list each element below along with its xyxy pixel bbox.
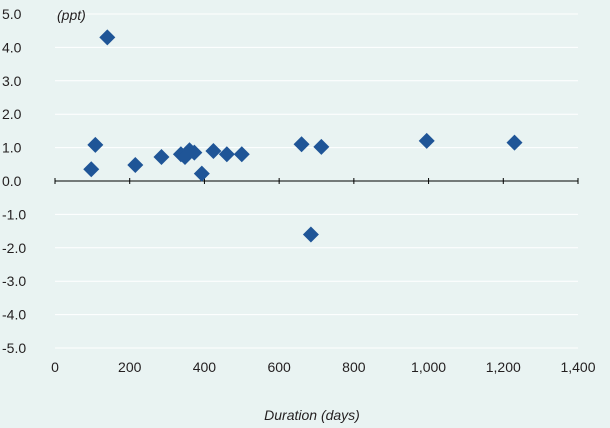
data-point xyxy=(153,148,170,165)
data-point xyxy=(218,146,235,163)
x-tick-label: 0 xyxy=(51,359,59,375)
data-points xyxy=(83,29,523,243)
y-tick-label: -3.0 xyxy=(2,273,26,289)
y-tick-label: 3.0 xyxy=(2,73,22,89)
y-tick-label: 2.0 xyxy=(2,106,22,122)
data-point xyxy=(313,138,330,155)
data-point xyxy=(302,226,319,243)
x-tick-label: 200 xyxy=(118,359,142,375)
data-point xyxy=(127,156,144,173)
data-point xyxy=(99,29,116,46)
y-tick-label: 5.0 xyxy=(2,6,22,22)
data-point xyxy=(233,146,250,163)
y-tick-label: -2.0 xyxy=(2,240,26,256)
x-tick-label: 1,000 xyxy=(411,359,446,375)
x-tick-label: 1,400 xyxy=(560,359,595,375)
x-tick-label: 600 xyxy=(267,359,291,375)
x-axis-title: Duration (days) xyxy=(264,407,360,423)
x-tick-label: 1,200 xyxy=(486,359,521,375)
data-point xyxy=(418,132,435,149)
data-point xyxy=(293,136,310,153)
y-tick-label: 0.0 xyxy=(2,173,22,189)
y-tick-label: 1.0 xyxy=(2,140,22,156)
y-tick-label: 4.0 xyxy=(2,39,22,55)
y-tick-label: -1.0 xyxy=(2,206,26,222)
data-point xyxy=(186,144,203,161)
data-point xyxy=(83,161,100,178)
y-tick-label: -4.0 xyxy=(2,307,26,323)
data-point xyxy=(193,165,210,182)
data-point xyxy=(87,136,104,153)
x-tick-label: 800 xyxy=(342,359,366,375)
axes xyxy=(54,178,579,184)
data-point xyxy=(506,134,523,151)
y-tick-label: -5.0 xyxy=(2,340,26,356)
y-unit-label: (ppt) xyxy=(57,7,86,23)
x-tick-label: 400 xyxy=(193,359,217,375)
tick-labels: 5.0 4.0 3.0 2.0 1.0 0.0 -1.0 -2.0 -3.0 -4.0 -5.0 0 2… xyxy=(2,6,596,375)
data-point xyxy=(205,142,222,159)
